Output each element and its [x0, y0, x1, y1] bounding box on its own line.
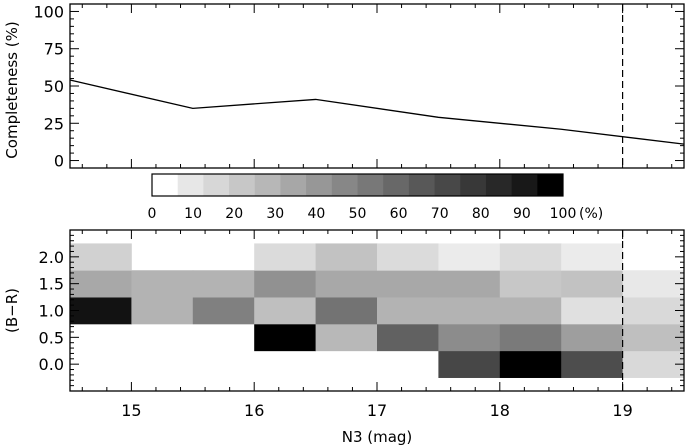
heatmap-x-tick-label: 16: [244, 401, 264, 420]
completeness-y-tick-label: 100: [33, 2, 64, 21]
colorbar-swatch: [511, 174, 538, 196]
heatmap-cell: [70, 297, 132, 325]
completeness-frame: [69, 3, 685, 169]
heatmap-y-tick-label: 1.0: [39, 302, 64, 321]
heatmap-x-tick-label: 19: [612, 401, 632, 420]
colorbar-swatch: [408, 174, 436, 196]
colorbar-tick-label: 20: [225, 206, 243, 222]
colorbar-tick-label: 50: [349, 206, 367, 222]
colorbar: 0 10 20 30 40 50 60 70 80 90 100 (%): [148, 173, 603, 222]
colorbar-swatch: [460, 174, 487, 196]
heatmap-cell: [377, 323, 439, 352]
heatmap-x-tick-label: 17: [367, 401, 387, 420]
heatmap-cell: [377, 270, 439, 298]
heatmap-cell: [377, 297, 439, 325]
colorbar-tick-label: 80: [472, 206, 490, 222]
colorbar-swatch: [229, 174, 256, 196]
heatmap-cell: [499, 350, 562, 378]
colorbar-swatch: [485, 174, 513, 196]
heatmap-cell: [622, 323, 685, 352]
colorbar-swatch: [177, 174, 204, 196]
colorbar-frame: [151, 173, 564, 197]
heatmap-cell: [561, 323, 623, 352]
colorbar-tick-labels: 0 10 20 30 40 50 60 70 80 90 100: [148, 206, 577, 222]
colorbar-tick-label: 40: [307, 206, 325, 222]
heatmap-cell: [438, 270, 501, 298]
completeness-series-line: [69, 79, 685, 145]
heatmap-cell: [622, 297, 685, 325]
colorbar-swatch: [357, 174, 384, 196]
heatmap-x-axis-label: N3 (mag): [342, 428, 413, 446]
heatmap-y-tick-label: 1.5: [39, 275, 64, 294]
heatmap-cell: [499, 323, 562, 352]
heatmap-cell: [192, 270, 255, 298]
heatmap-cell: [131, 270, 194, 298]
colorbar-swatch: [203, 174, 230, 196]
colorbar-tick-label: 90: [513, 206, 531, 222]
heatmap-cell: [438, 243, 501, 271]
heatmap-axis-ticks: 0.0 0.5 1.0 1.5 2.0 15 16 17 18 19: [39, 230, 684, 420]
heatmap-x-tick-label: 18: [490, 401, 510, 420]
completeness-y-tick-label: 0: [54, 152, 64, 171]
heatmap-cell: [561, 270, 623, 298]
heatmap-cell: [70, 243, 132, 271]
heatmap-cell: [192, 297, 255, 325]
heatmap-y-tick-label: 2.0: [39, 248, 64, 267]
heatmap-y-tick-label: 0.0: [39, 355, 64, 374]
heatmap-cells: [70, 243, 685, 378]
colorbar-swatch: [434, 174, 461, 196]
colorbar-swatch: [152, 174, 179, 196]
heatmap-cell: [561, 297, 623, 325]
heatmap-cell: [254, 297, 316, 325]
heatmap-cell: [131, 297, 194, 325]
completeness-y-tick-label: 50: [44, 77, 64, 96]
heatmap-cell: [499, 297, 562, 325]
heatmap-cell: [315, 243, 378, 271]
completeness-panel: 0 25 50 75 100 Completeness (%): [3, 2, 685, 171]
color-magnitude-panel: 0.0 0.5 1.0 1.5 2.0 15 16 17 18 19 N3 (mag) (B−R): [3, 229, 685, 446]
completeness-axis-ticks: 0 25 50 75 100: [33, 2, 684, 171]
heatmap-cell: [561, 350, 623, 378]
colorbar-swatch: [306, 174, 333, 196]
completeness-y-tick-label: 25: [44, 114, 64, 133]
heatmap-cell: [254, 270, 316, 298]
heatmap-cell: [315, 323, 378, 352]
colorbar-cells: [152, 174, 564, 196]
heatmap-cell: [70, 270, 132, 298]
colorbar-unit-label: (%): [579, 206, 603, 222]
colorbar-swatch: [280, 174, 307, 196]
heatmap-cell: [377, 243, 439, 271]
colorbar-tick-label: 30: [266, 206, 284, 222]
heatmap-cell: [499, 270, 562, 298]
heatmap-cell: [438, 323, 501, 352]
heatmap-x-tick-label: 15: [121, 401, 141, 420]
colorbar-tick-label: 0: [148, 206, 157, 222]
completeness-y-axis-label: Completeness (%): [3, 21, 21, 158]
heatmap-cell: [622, 350, 685, 378]
colorbar-tick-label: 60: [390, 206, 408, 222]
heatmap-y-axis-label: (B−R): [3, 288, 21, 333]
heatmap-cell: [438, 350, 501, 378]
heatmap-cell: [561, 243, 623, 271]
heatmap-cell: [438, 297, 501, 325]
heatmap-cell: [622, 270, 685, 298]
heatmap-cell: [499, 243, 562, 271]
colorbar-swatch: [254, 174, 281, 196]
heatmap-cell: [315, 270, 378, 298]
colorbar-tick-label: 100: [550, 206, 577, 222]
heatmap-cell: [254, 243, 316, 271]
heatmap-cell: [254, 323, 316, 352]
colorbar-swatch: [383, 174, 410, 196]
colorbar-swatch: [537, 174, 564, 196]
completeness-y-tick-label: 75: [44, 40, 64, 59]
colorbar-tick-label: 70: [431, 206, 449, 222]
colorbar-tick-label: 10: [184, 206, 202, 222]
heatmap-cell: [315, 297, 378, 325]
heatmap-y-tick-label: 0.5: [39, 328, 64, 347]
colorbar-swatch: [331, 174, 358, 196]
